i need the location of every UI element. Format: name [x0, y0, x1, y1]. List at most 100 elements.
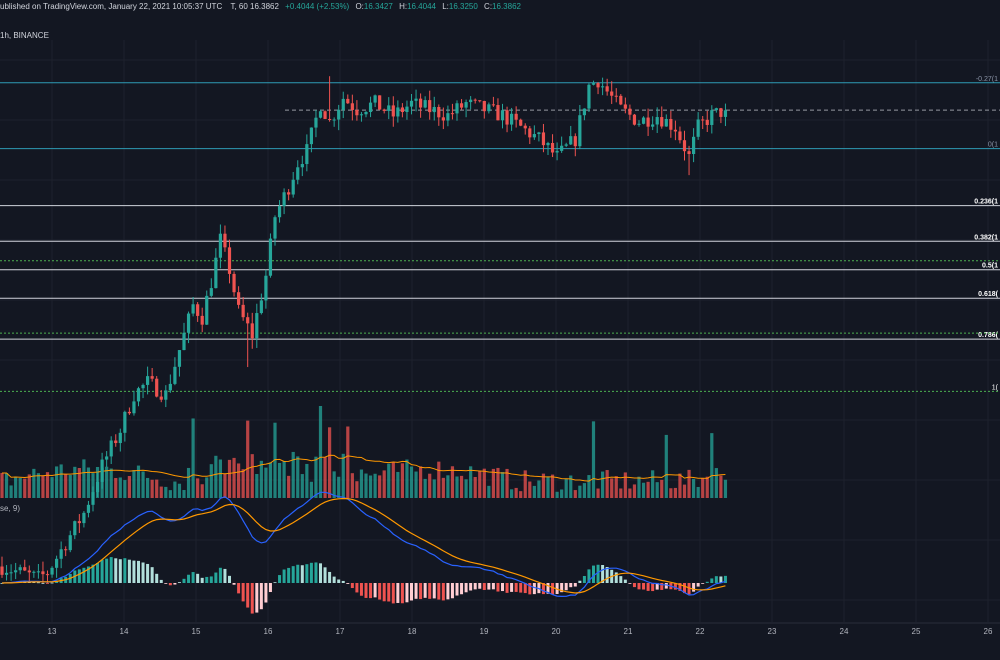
candle-body: [400, 107, 404, 113]
volume-bar: [164, 486, 168, 498]
volume-bar: [378, 475, 382, 498]
volume-bar: [205, 477, 209, 498]
volume-bar: [587, 475, 591, 498]
macd-histogram-bar: [346, 583, 350, 584]
macd-histogram-bar: [714, 576, 718, 583]
volume-bar: [123, 480, 127, 498]
volume-bar: [346, 426, 350, 498]
macd-histogram-bar: [150, 567, 154, 583]
candle-body: [45, 574, 50, 576]
volume-bar: [91, 473, 95, 498]
candle-body: [441, 117, 445, 121]
macd-histogram-bar: [159, 579, 163, 583]
candle-body: [546, 143, 550, 146]
macd-histogram-bar: [396, 583, 400, 603]
volume-bar: [491, 468, 495, 498]
candle-body: [487, 104, 491, 112]
x-tick-label: 20: [552, 627, 561, 636]
candle-body: [519, 119, 523, 126]
macd-histogram-bar: [510, 583, 514, 592]
volume-bar: [596, 488, 600, 498]
candle-body: [687, 151, 691, 155]
volume-bar: [318, 406, 323, 498]
macd-histogram-bar: [564, 583, 568, 591]
macd-histogram-bar: [673, 583, 677, 590]
volume-bar: [573, 490, 577, 498]
candle-body: [469, 99, 473, 103]
volume-bar: [582, 483, 586, 498]
fib-label: 0.786(: [978, 332, 999, 339]
candle-body: [378, 95, 382, 110]
candle-body: [359, 114, 364, 116]
candle-body: [32, 571, 36, 573]
volume-bar: [482, 468, 486, 498]
macd-histogram-bar: [228, 575, 231, 583]
x-tick-label: 18: [408, 627, 417, 636]
volume-bar: [82, 459, 86, 498]
macd-histogram-bar: [32, 582, 36, 583]
candle-body: [273, 217, 277, 239]
macd-histogram-bar: [305, 564, 309, 583]
volume-bar: [59, 464, 63, 498]
candle-body: [692, 136, 696, 155]
volume-bar: [628, 488, 632, 498]
volume-bar: [282, 461, 286, 498]
volume-bar: [714, 468, 718, 498]
macd-histogram-bar: [132, 560, 136, 583]
macd-histogram-bar: [410, 583, 413, 601]
candle-body: [655, 117, 659, 125]
candle-body: [182, 332, 186, 351]
macd-histogram-bar: [482, 583, 486, 591]
volume-bar: [223, 473, 227, 498]
candle-body: [514, 113, 518, 120]
volume-bar: [373, 473, 377, 498]
candle-body: [528, 128, 532, 138]
fib-label: 0.382(1: [974, 234, 998, 241]
macd-histogram-bar: [446, 583, 450, 600]
volume-bar: [218, 459, 222, 498]
volume-bar: [478, 470, 482, 498]
macd-histogram-bar: [719, 576, 723, 583]
macd-histogram-bar: [678, 583, 682, 591]
macd-histogram-bar: [77, 569, 81, 583]
candle-body: [491, 104, 495, 106]
macd-histogram-bar: [378, 583, 382, 600]
macd-histogram-bar: [273, 582, 277, 584]
candle-body: [355, 110, 359, 116]
macd-histogram-bar: [464, 583, 468, 593]
candle-body: [259, 300, 263, 314]
high-label: H:: [399, 2, 408, 11]
volume-bar: [277, 462, 282, 498]
candles: [0, 76, 728, 584]
candle-body: [209, 288, 213, 296]
macd-histogram-bar: [173, 583, 177, 585]
fib-label: 0.618(: [978, 291, 999, 298]
volume-bar: [550, 474, 555, 498]
volume-bar: [159, 486, 163, 498]
candle-body: [82, 512, 86, 524]
volume-bar: [55, 466, 59, 498]
volume-bar: [432, 479, 436, 498]
volume-bar: [296, 456, 300, 498]
candle-body: [673, 129, 677, 132]
macd-histogram-bar: [478, 583, 482, 589]
candle-body: [227, 247, 232, 274]
volume-bar: [687, 469, 691, 498]
macd-histogram-bar: [573, 583, 577, 587]
macd-histogram-bar: [41, 582, 45, 584]
macd-histogram-bar: [646, 583, 650, 591]
macd-histogram-bar: [532, 583, 536, 595]
volume-bar: [173, 481, 177, 498]
volume-bar: [36, 473, 40, 498]
volume-bar: [469, 466, 473, 498]
volume-bar: [419, 466, 423, 498]
candle-body: [632, 114, 637, 125]
volume-bar: [136, 465, 141, 498]
macd-histogram-bar: [264, 583, 268, 603]
x-tick-label: 21: [624, 627, 633, 636]
candle-body: [36, 571, 40, 573]
chart-header: ublished on TradingView.com, January 22,…: [0, 2, 521, 11]
volume-bar: [523, 470, 527, 498]
candle-body: [473, 99, 477, 101]
